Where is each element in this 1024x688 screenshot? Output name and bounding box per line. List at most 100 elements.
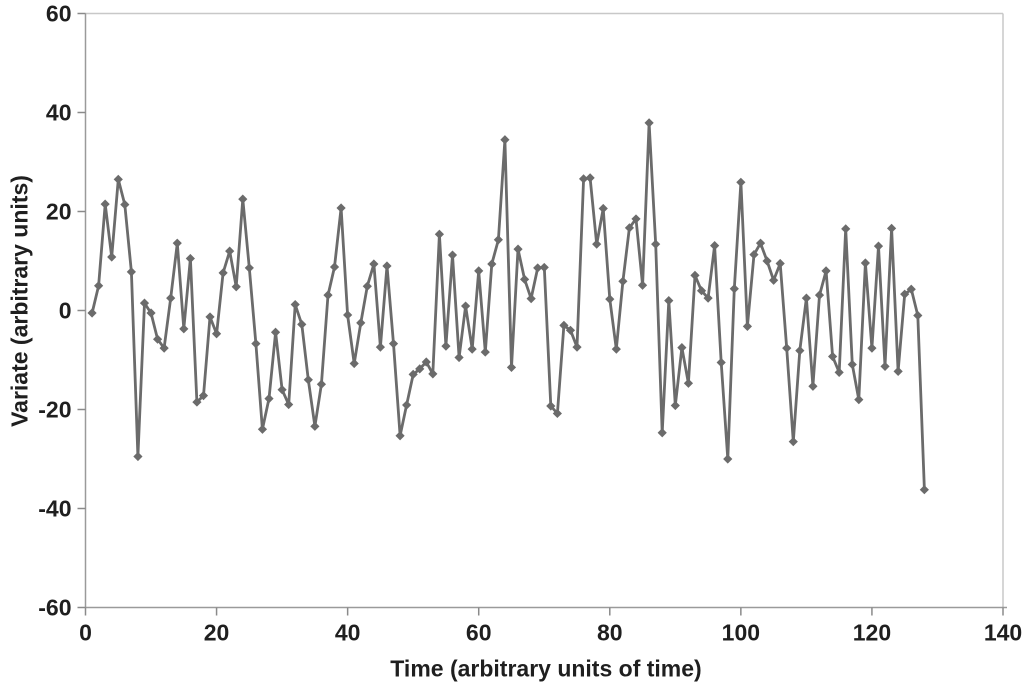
data-point-marker [382, 261, 392, 271]
data-point-marker [670, 400, 680, 411]
data-point-marker [480, 347, 490, 357]
data-point-marker [788, 437, 798, 447]
data-point-marker [172, 238, 182, 248]
data-point-marker [519, 274, 530, 284]
data-point-marker [736, 177, 746, 187]
data-point-marker [434, 229, 444, 239]
data-point-marker [578, 174, 589, 184]
data-point-marker [539, 262, 549, 273]
y-tick-label: -60 [38, 595, 71, 621]
data-point-marker [251, 339, 261, 349]
data-point-marker [572, 342, 582, 352]
data-point-marker [493, 235, 503, 245]
data-point-marker [913, 310, 923, 321]
data-point-marker [808, 381, 818, 391]
x-tick-label: 100 [722, 620, 760, 646]
data-point-marker [696, 286, 707, 296]
data-point-marker [487, 259, 497, 269]
data-point-marker [769, 275, 779, 285]
data-point-marker [336, 203, 346, 213]
data-point-marker [526, 294, 536, 304]
data-point-marker [814, 290, 825, 300]
data-point-marker [893, 366, 903, 376]
y-axis-title: Variate (arbitrary units) [6, 175, 33, 427]
data-point-marker [205, 312, 215, 322]
data-point-marker [316, 379, 327, 389]
data-point-marker [900, 289, 910, 299]
data-point-marker [474, 266, 484, 276]
y-tick-label: 40 [46, 100, 72, 126]
data-point-marker [552, 408, 562, 419]
data-point-marker [598, 203, 608, 214]
data-point-marker [906, 284, 916, 294]
data-point-marker [166, 293, 176, 303]
data-point-marker [94, 281, 104, 291]
data-point-marker [133, 451, 143, 462]
data-point-marker [421, 357, 431, 367]
data-point-marker [605, 294, 615, 304]
data-point-marker [415, 364, 425, 374]
data-point-marker [343, 310, 353, 320]
y-tick-label: -20 [38, 397, 71, 423]
data-point-marker [185, 253, 195, 264]
data-point-marker [782, 343, 792, 353]
x-axis-title: Time (arbitrary units of time) [390, 655, 702, 682]
data-point-marker [225, 246, 235, 256]
data-point-marker [284, 399, 294, 410]
data-point-marker [244, 263, 254, 273]
data-point-marker [349, 358, 359, 369]
data-point-marker [716, 357, 726, 368]
data-point-marker [841, 224, 851, 234]
x-tick-label: 60 [466, 620, 492, 646]
data-point-marker [87, 308, 97, 318]
data-point-marker [631, 214, 641, 224]
data-point-marker [179, 324, 189, 334]
data-point-marker [546, 401, 556, 411]
data-point-marker [139, 298, 150, 308]
data-point-marker [428, 369, 438, 379]
data-point-marker [270, 327, 281, 337]
data-point-marker [867, 343, 877, 353]
data-point-marker [323, 290, 333, 300]
data-point-marker [369, 259, 379, 269]
data-point-marker [801, 293, 811, 303]
data-point-marker [533, 263, 543, 273]
data-point-marker [886, 223, 897, 233]
x-tick-label: 80 [597, 620, 623, 646]
data-point-marker [644, 118, 654, 128]
data-point-marker [559, 320, 569, 330]
data-point-marker [408, 369, 418, 379]
data-point-marker [447, 250, 458, 260]
data-point-marker [126, 267, 136, 277]
data-point-marker [821, 266, 831, 276]
data-point-marker [303, 375, 313, 385]
data-point-marker [618, 276, 628, 286]
data-point-marker [677, 343, 687, 353]
data-point-marker [762, 256, 772, 266]
data-point-marker [120, 199, 130, 210]
data-point-marker [585, 173, 595, 183]
data-point-marker [506, 362, 517, 373]
data-point-marker [828, 351, 838, 362]
x-tick-label: 20 [204, 620, 230, 646]
data-point-marker [690, 270, 700, 280]
data-point-marker [192, 397, 202, 407]
x-tick-label: 0 [79, 620, 92, 646]
data-point-marker [565, 325, 576, 335]
data-point-marker [257, 424, 268, 434]
data-point-marker [277, 385, 287, 395]
data-point-marker [860, 258, 870, 268]
data-point-marker [297, 319, 307, 329]
data-point-marker [703, 293, 713, 303]
data-point-marker [592, 239, 602, 249]
data-point-marker [461, 301, 471, 311]
data-point-marker [513, 244, 523, 254]
data-point-marker [159, 343, 169, 353]
data-point-marker [395, 431, 405, 441]
data-point-marker [873, 241, 884, 251]
data-point-marker [664, 296, 674, 306]
data-point-marker [657, 428, 667, 438]
data-point-marker [441, 341, 451, 351]
